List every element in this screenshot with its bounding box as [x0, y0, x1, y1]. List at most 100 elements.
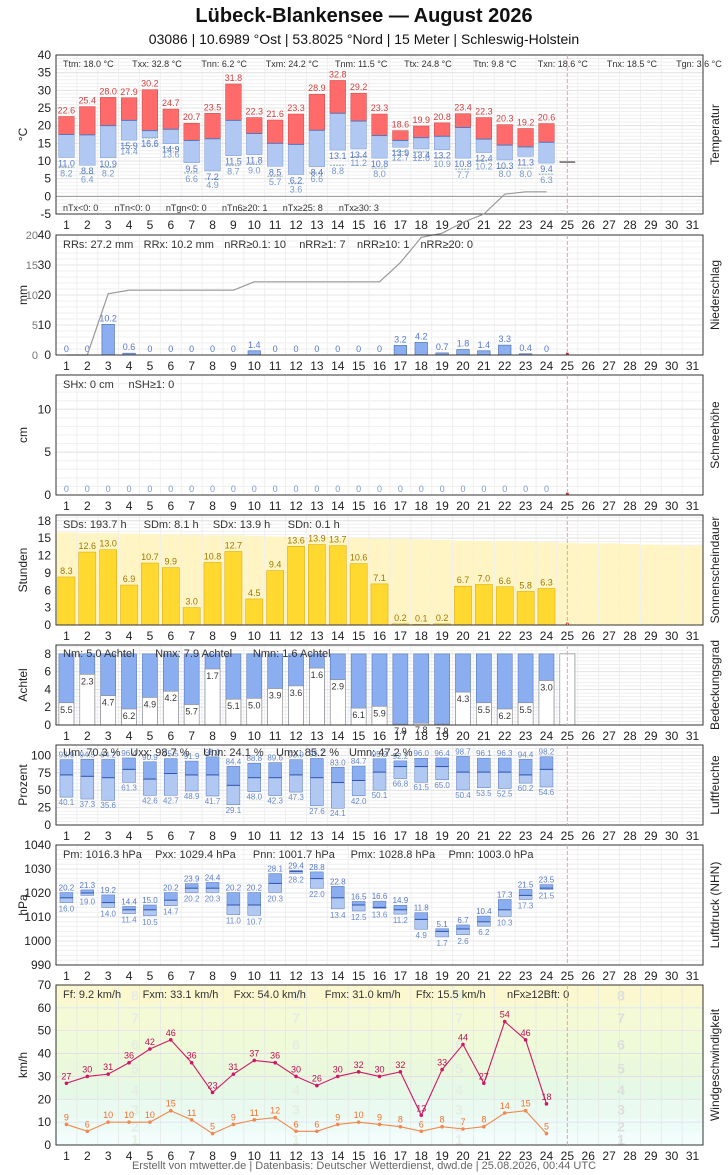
stat-label: RRx: 10.2 mm: [144, 239, 214, 251]
beaufort-label: 6: [131, 1036, 139, 1052]
pmin-bar: [247, 904, 261, 916]
x-tick-label: 11: [269, 218, 282, 232]
snow-label: 0: [106, 484, 111, 494]
umin-bar: [289, 774, 303, 793]
snow-label: 0: [210, 484, 215, 494]
tmax-bar: [120, 97, 138, 121]
pmax-bar: [205, 882, 220, 889]
tmax-bar: [454, 113, 472, 128]
x-tick-label: 6: [167, 1149, 174, 1163]
stat-label: nRR≥10: 1: [357, 239, 410, 251]
sunshine-label: 12.7: [225, 540, 243, 550]
umax-label: 88.8: [246, 754, 262, 763]
cloud-bar: [434, 653, 450, 726]
pmax-label: 22.8: [330, 877, 346, 886]
cloud-label: 4.9: [144, 699, 157, 709]
mean-wind-label: 6: [314, 1119, 319, 1129]
tmax-bar: [517, 128, 534, 148]
gust-point: [106, 1072, 110, 1076]
x-tick-label: 23: [519, 218, 533, 232]
x-tick-label: 5: [147, 829, 154, 843]
tmax-bar: [413, 125, 430, 138]
gust-label: 42: [145, 1037, 155, 1047]
sunshine-label: 6.3: [540, 578, 553, 588]
x-tick-label: 8: [209, 629, 216, 643]
beaufort-label: 4: [131, 1082, 139, 1098]
tmin-label: 9.5: [185, 164, 198, 174]
pmin-label: 10.3: [497, 918, 513, 927]
x-tick-label: 23: [519, 1149, 533, 1163]
pmax-label: 11.8: [414, 904, 430, 913]
sunshine-bar: [224, 551, 243, 626]
gust-point: [168, 1038, 173, 1042]
y-tick-label: 1030: [24, 862, 51, 876]
beaufort-label: 3: [455, 1102, 463, 1118]
stat-label: Pmx: 1028.8 hPa: [351, 849, 436, 861]
x-tick-label: 10: [248, 729, 262, 743]
precip-label: 0: [294, 344, 299, 354]
x-tick-label: 13: [310, 629, 324, 643]
stat-label: nTn6≥20: 1: [222, 203, 267, 213]
tground-label: 10.9: [433, 159, 451, 169]
pmax-bar: [226, 892, 241, 906]
tmax-bar: [350, 92, 367, 122]
stat-label: Pm: 1016.3 hPa: [63, 849, 143, 861]
umax-label: 96.0: [413, 749, 429, 758]
precip-label: 0: [231, 344, 236, 354]
x-tick-label: 28: [623, 1149, 637, 1163]
mean-wind-label: 6: [85, 1119, 90, 1129]
snow-label: 0: [64, 484, 69, 494]
umin-bar: [351, 780, 366, 797]
tmin-bar: [79, 134, 96, 166]
precip-label: 0: [168, 344, 173, 354]
x-tick-label: 21: [477, 969, 491, 983]
pmin-bar: [414, 919, 428, 930]
axis-label: mm: [16, 285, 30, 305]
x-tick-label: 19: [435, 729, 449, 743]
umin-label: 53.5: [476, 789, 492, 798]
x-tick-label: 22: [498, 969, 512, 983]
tmin-label: 12.4: [475, 154, 493, 164]
y-tick-label: 990: [31, 958, 51, 972]
pmax-label: 23.5: [539, 876, 555, 885]
cloud-label: 1.7: [206, 671, 219, 681]
secondary-tick-label: 5: [32, 320, 38, 332]
possible-sun-bar: [578, 543, 599, 625]
gust-label: 32: [395, 1060, 405, 1070]
stat-label: Tnn: 6.2 °C: [201, 59, 247, 69]
x-tick-label: 14: [331, 829, 345, 843]
mean-wind-point: [523, 1108, 528, 1113]
x-tick-label: 2: [84, 829, 91, 843]
stat-label: Txx: 32.8 °C: [132, 59, 182, 69]
umax-label: 89.6: [267, 754, 283, 763]
umax-label: 94.4: [518, 750, 534, 759]
umax-label: 96.4: [434, 749, 450, 758]
tmin-label: 10.8: [454, 159, 472, 169]
precip-label: 0: [273, 344, 278, 354]
cloud-label: 3.9: [269, 691, 282, 701]
x-tick-label: 2: [84, 218, 91, 232]
beaufort-band: [56, 1004, 703, 1032]
tmin-label: 13.9: [392, 148, 410, 158]
gust-point: [273, 1060, 277, 1065]
tmax-bar: [246, 117, 263, 134]
pmax-bar: [518, 889, 533, 896]
x-tick-label: 13: [310, 218, 324, 232]
secondary-tick-label: 10: [26, 290, 38, 302]
y-tick-label: 1040: [24, 838, 51, 852]
snow-label: 0: [419, 484, 424, 494]
x-tick-label: 26: [582, 969, 596, 983]
sunshine-bar: [245, 598, 264, 626]
snow-label: 0: [502, 484, 507, 494]
stat-label: Fxx: 54.0 km/h: [234, 989, 306, 1001]
tmin-bar: [120, 120, 138, 141]
x-tick-label: 10: [248, 218, 262, 232]
x-tick-label: 6: [167, 829, 174, 843]
umin-label: 42.3: [267, 797, 283, 806]
umax-bar: [164, 758, 178, 774]
pmin-bar: [351, 904, 366, 912]
stat-label: Umn: 47.2 %: [349, 747, 413, 759]
cloud-label: 5.5: [519, 705, 532, 715]
gust-point: [523, 1038, 528, 1042]
